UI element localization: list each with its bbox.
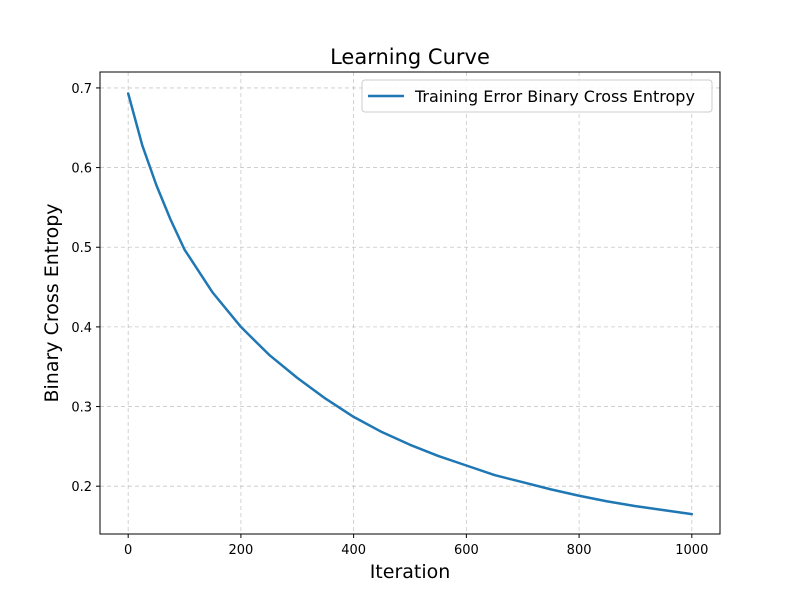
y-tick-label: 0.2 bbox=[71, 480, 92, 495]
y-tick-label: 0.7 bbox=[71, 82, 92, 97]
x-tick-label: 0 bbox=[124, 543, 132, 558]
x-tick-label: 600 bbox=[454, 543, 479, 558]
series-line-training-error bbox=[126, 92, 694, 516]
legend-box bbox=[361, 79, 713, 113]
y-ticks: 0.2 0.3 0.4 0.5 0.6 0.7 bbox=[71, 82, 100, 495]
x-tick-label: 200 bbox=[228, 543, 253, 558]
y-tick-label: 0.3 bbox=[71, 401, 92, 416]
y-axis-title: Binary Cross Entropy bbox=[41, 203, 63, 402]
y-tick-label: 0.6 bbox=[71, 162, 92, 177]
legend: Training Error Binary Cross Entropy bbox=[361, 79, 713, 113]
y-tick-label: 0.5 bbox=[71, 241, 92, 256]
series-layer bbox=[126, 92, 694, 516]
plot-frame bbox=[99, 71, 721, 535]
x-tick-label: 800 bbox=[567, 543, 592, 558]
x-ticks: 0 200 400 600 800 1000 bbox=[124, 534, 708, 558]
x-tick-label: 1000 bbox=[675, 543, 708, 558]
y-tick-label: 0.4 bbox=[71, 321, 92, 336]
x-tick-label: 400 bbox=[341, 543, 366, 558]
legend-label: Training Error Binary Cross Entropy bbox=[414, 87, 695, 106]
chart-title: Learning Curve bbox=[330, 45, 490, 69]
x-axis-title: Iteration bbox=[370, 561, 451, 583]
